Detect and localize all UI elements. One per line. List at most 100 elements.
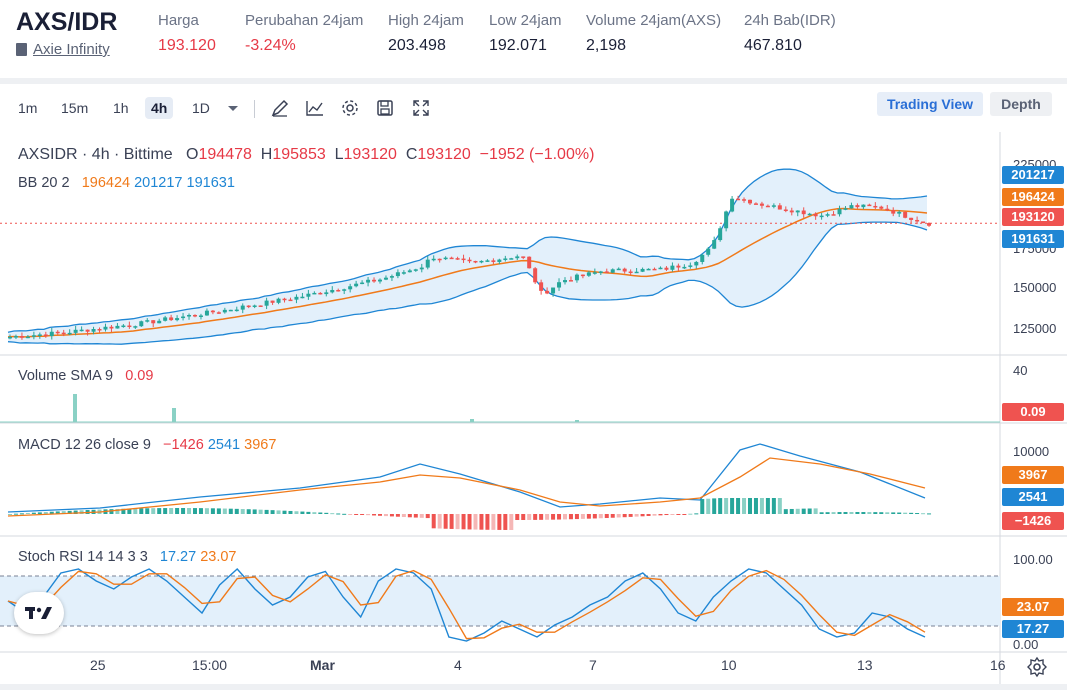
candle-body <box>19 336 24 338</box>
candle-body <box>354 283 359 287</box>
volume-bar <box>172 408 176 422</box>
candle-body <box>634 271 639 274</box>
macd-hist-bar <box>246 509 251 514</box>
candle-body <box>437 258 442 261</box>
candle-body <box>563 280 567 283</box>
macd-hist-bar <box>867 512 872 514</box>
candle-body <box>616 268 621 271</box>
macd-hist-bar <box>366 514 371 516</box>
macd-hist-bar <box>563 514 567 520</box>
x-label: 25 <box>90 657 106 673</box>
candle-body <box>580 274 585 277</box>
candle-body <box>127 325 132 328</box>
macd-hist-bar <box>664 514 669 516</box>
candle-body <box>407 270 412 273</box>
macd-hist-bar <box>515 514 520 520</box>
candle-body <box>97 329 102 331</box>
fullscreen-icon[interactable] <box>411 98 431 118</box>
candle-body <box>837 208 842 215</box>
macd-hist-bar <box>885 512 890 514</box>
chart-canvas[interactable] <box>0 132 1067 684</box>
tf-1m[interactable]: 1m <box>18 100 38 116</box>
candle-body <box>759 203 764 206</box>
coin-name[interactable]: Axie Infinity <box>33 41 110 58</box>
candle-body <box>133 326 138 328</box>
macd-hist-bar <box>389 514 394 517</box>
stat-value: 467.810 <box>744 37 802 54</box>
coin-link[interactable]: Axie Infinity <box>16 41 110 58</box>
candle-body <box>288 299 293 302</box>
macd-hist-bar <box>688 513 693 515</box>
stoch-d-line <box>7 569 926 640</box>
tf-4h[interactable]: 4h <box>145 97 174 119</box>
macd-hist-bar <box>837 512 842 514</box>
macd-hist-bar <box>175 508 180 514</box>
candle-body <box>431 258 436 261</box>
candle-body <box>676 265 681 268</box>
macd-hist-bar <box>407 514 412 518</box>
macd-hist-bar <box>909 512 914 514</box>
stoch-d-tag: 23.07 <box>1002 598 1064 616</box>
tf-15m[interactable]: 15m <box>61 100 89 116</box>
bb-mid-value: 196424 <box>81 175 131 191</box>
candle-body <box>169 317 174 321</box>
candle-body <box>742 199 747 201</box>
candle-body <box>694 261 699 266</box>
chevron-down-icon[interactable] <box>223 98 243 118</box>
macd-hist-bar <box>855 512 860 514</box>
save-icon[interactable] <box>375 98 395 118</box>
tf-1h[interactable]: 1h <box>113 100 129 116</box>
draw-icon[interactable] <box>270 98 290 118</box>
candle-body <box>258 305 263 307</box>
macd-hist-bar <box>401 514 406 518</box>
macd-hist-bar <box>151 508 156 514</box>
macd-hist-bar <box>187 508 192 514</box>
tf-1d[interactable]: 1D <box>192 100 210 116</box>
candle-body <box>568 280 573 282</box>
macd-hist-bar <box>330 513 335 515</box>
macd-hist-bar <box>479 514 484 530</box>
candle-body <box>264 300 269 306</box>
macd-hist-bar <box>270 510 275 514</box>
chart-settings-icon[interactable] <box>1026 656 1048 678</box>
macd-hist-bar <box>31 512 36 514</box>
volume-tick: 40 <box>1013 363 1028 378</box>
stoch-tick: 0.00 <box>1013 637 1039 652</box>
candle-body <box>246 305 251 308</box>
candle-body <box>378 279 382 282</box>
candle-body <box>825 214 830 216</box>
candle-body <box>318 292 323 295</box>
macd-hist-bar <box>574 514 579 520</box>
macd-hist-bar <box>628 514 633 517</box>
signal-line <box>7 457 926 517</box>
macd-hist-value: −1426 <box>163 437 204 453</box>
candle-body <box>730 198 735 212</box>
candle-body <box>700 254 705 262</box>
macd-hist-bar <box>765 498 770 514</box>
candle-body <box>765 205 770 208</box>
macd-hist-bar <box>736 498 741 514</box>
macd-hist-bar <box>127 508 132 514</box>
tradingview-logo[interactable] <box>14 592 64 634</box>
candle-body <box>49 331 54 337</box>
macd-hist-bar <box>240 509 245 514</box>
macd-hist-bar <box>8 514 12 515</box>
trading-view-button[interactable]: Trading View <box>877 92 983 116</box>
indicator-icon[interactable] <box>305 98 325 118</box>
bb-lower-tag: 191631 <box>1002 230 1064 248</box>
candle-body <box>216 312 221 314</box>
ohlc-close: 193120 <box>417 146 471 163</box>
settings-icon[interactable] <box>340 98 360 118</box>
candle-body <box>204 310 209 316</box>
macd-hist-bar <box>622 514 627 518</box>
stoch-tick: 100.00 <box>1013 552 1053 567</box>
macd-hist-bar <box>342 513 347 515</box>
x-label: 7 <box>589 657 597 673</box>
candle-body <box>157 320 162 324</box>
ohlc-open: 194478 <box>198 146 252 163</box>
candle-body <box>389 276 394 278</box>
chart-area[interactable] <box>0 132 1067 684</box>
macd-tick: 10000 <box>1013 444 1050 459</box>
candle-body <box>228 309 233 312</box>
depth-button[interactable]: Depth <box>990 92 1052 116</box>
